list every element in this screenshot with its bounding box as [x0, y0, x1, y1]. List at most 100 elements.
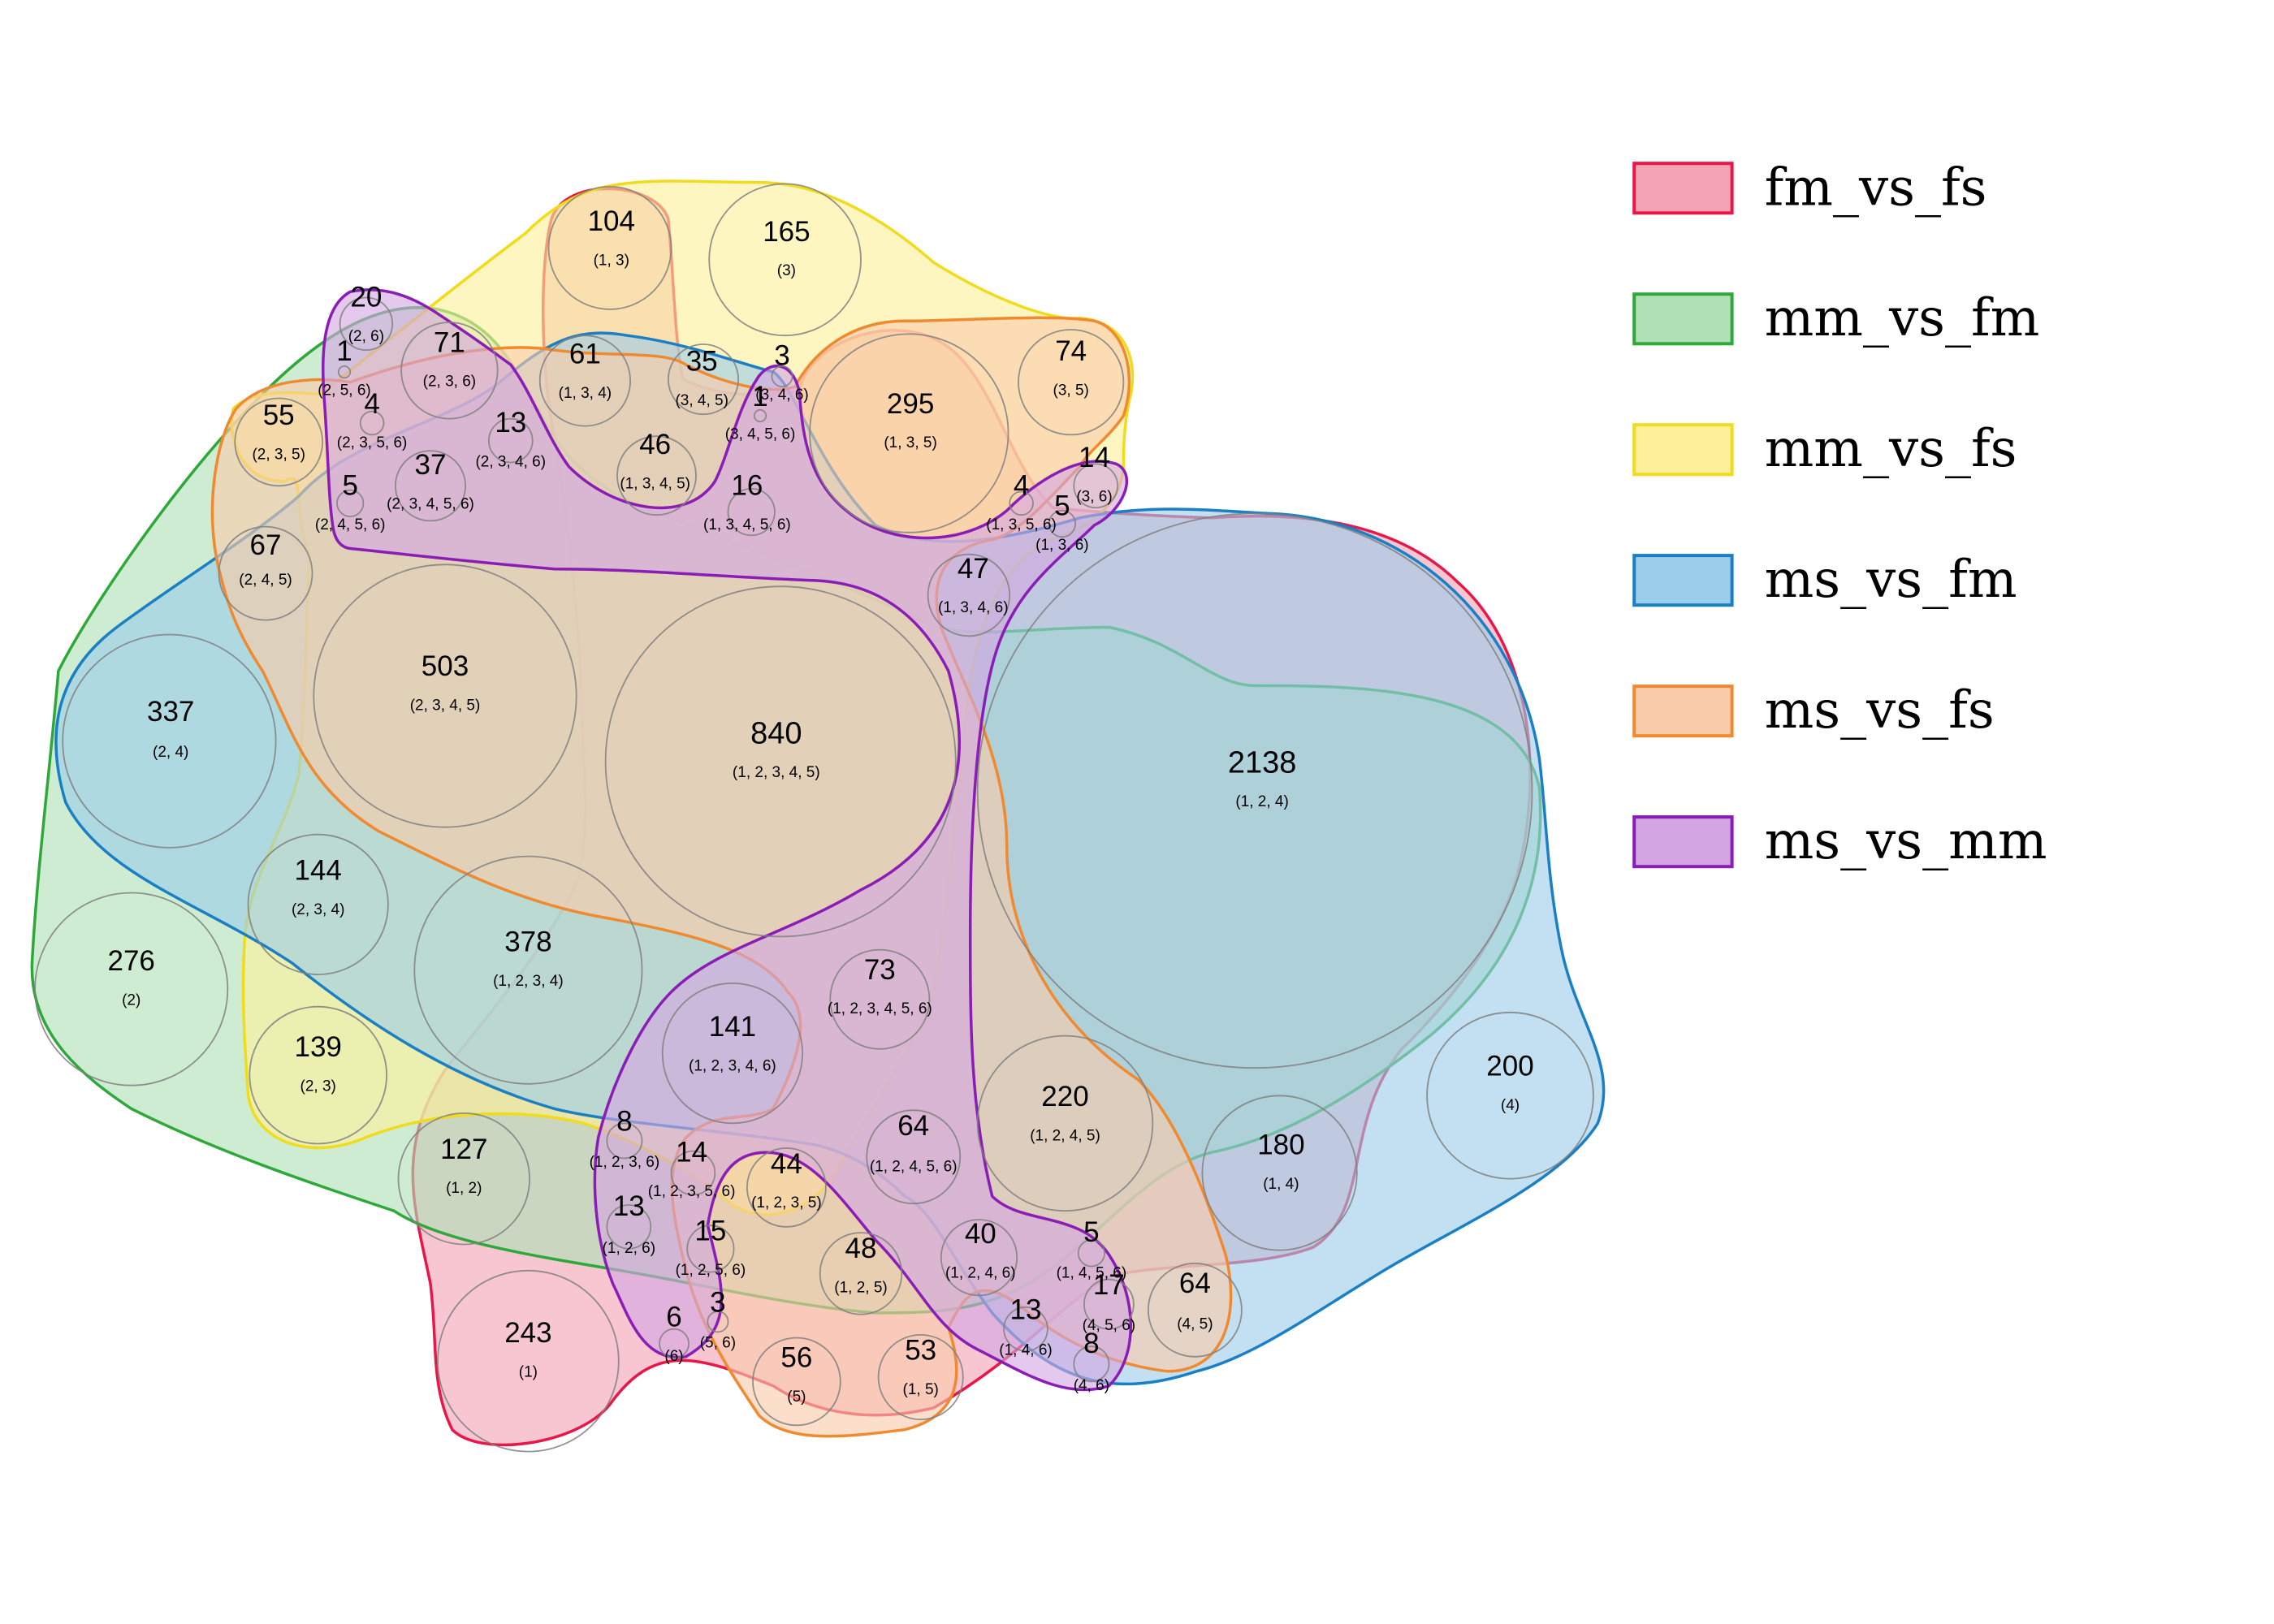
region-set-combo-label: (1, 2, 4, 5, 6)	[870, 1158, 958, 1175]
region-count-label: 56	[780, 1342, 812, 1374]
set-outline-ms-vs-mm	[322, 288, 1133, 1392]
region-set-combo-label: (1, 3, 5)	[884, 434, 936, 451]
region-circle	[668, 343, 740, 416]
region-set-combo-label: (1, 2, 4, 6)	[945, 1264, 1016, 1281]
region-count-label: 14	[676, 1136, 707, 1168]
region-circle	[976, 512, 1533, 1069]
region-set-combo-label: (3, 4, 6)	[755, 387, 808, 404]
legend-swatch-ms-vs-mm	[1632, 815, 1734, 869]
region-circle	[538, 335, 632, 427]
region-circle	[234, 397, 324, 487]
region-set-combo-label: (2)	[122, 992, 141, 1009]
region-count-label: 144	[294, 855, 341, 887]
region-set-combo-label: (2, 3, 6)	[423, 374, 476, 391]
legend-label-fm-vs-fs: fm_vs_fs	[1765, 158, 1987, 218]
region-set-combo-label: (1, 2, 5)	[834, 1279, 887, 1296]
region-set-combo-label: (5)	[787, 1389, 806, 1406]
region-circle	[1073, 463, 1118, 509]
region-set-combo-label: (2, 3, 4)	[292, 901, 344, 918]
region-count-label: 127	[440, 1134, 487, 1165]
region-circle	[659, 1328, 690, 1359]
region-set-combo-label: (1, 2, 3, 4, 6)	[689, 1057, 776, 1074]
region-circle	[708, 183, 862, 337]
region-circle	[940, 1219, 1018, 1297]
region-set-combo-label: (3)	[777, 262, 796, 279]
region-set-combo-label: (1, 2, 3, 4, 5, 6)	[828, 1000, 932, 1017]
region-set-combo-label: (1, 3)	[594, 253, 629, 270]
region-count-label: 53	[905, 1335, 936, 1367]
region-set-combo-label: (3, 6)	[1076, 489, 1112, 506]
region-count-label: 40	[965, 1218, 996, 1250]
region-count-label: 4	[1014, 469, 1029, 501]
region-set-combo-label: (3, 4, 5, 6)	[725, 425, 796, 443]
region-set-combo-label: (2, 3, 4, 5)	[410, 698, 481, 715]
legend-label-mm-vs-fm: mm_vs_fm	[1765, 288, 2040, 348]
region-count-label: 165	[763, 216, 810, 248]
region-set-combo-label: (2, 3, 4, 6)	[475, 454, 546, 471]
region-set-combo-label: (2, 3, 4, 5, 6)	[387, 496, 474, 513]
region-circles	[34, 183, 1594, 1453]
region-circle	[1003, 1306, 1048, 1352]
region-circle	[34, 892, 229, 1086]
region-set-combo-label: (1, 2, 3, 5)	[751, 1194, 822, 1212]
region-count-label: 64	[897, 1110, 929, 1142]
region-circle	[394, 450, 466, 522]
region-count-label: 104	[588, 205, 635, 237]
region-set-combo-label: (1, 2, 3, 4, 5)	[733, 764, 820, 781]
region-count-label: 141	[709, 1011, 756, 1043]
region-set-combo-label: (1, 3, 6)	[1035, 537, 1088, 554]
region-set-combo-label: (1, 2, 4)	[1235, 793, 1288, 810]
region-count-label: 47	[958, 553, 989, 585]
region-circle	[400, 322, 499, 420]
region-circle	[606, 1204, 652, 1250]
region-circle	[746, 1147, 827, 1228]
region-set-combo-label: (1, 2, 3, 4)	[493, 973, 564, 990]
region-set-combo-label: (1, 3, 4, 6)	[938, 599, 1009, 616]
region-set-combo-label: (3, 4, 5)	[675, 392, 728, 409]
region-circle	[1083, 1278, 1135, 1330]
region-count-label: 5	[1054, 490, 1070, 521]
region-circle	[1201, 1095, 1358, 1251]
region-set-combo-label: (2, 3, 5)	[252, 447, 305, 464]
region-set-combo-label: (2, 5, 6)	[318, 382, 370, 400]
region-circle	[247, 833, 389, 976]
region-count-label: 15	[694, 1215, 726, 1246]
region-circle	[339, 296, 394, 351]
region-circle	[336, 489, 365, 517]
region-circle	[809, 333, 1009, 533]
region-circle	[877, 1334, 964, 1421]
region-count-label: 37	[415, 449, 447, 481]
region-set-combo-label: (1, 2, 4, 5)	[1030, 1128, 1100, 1145]
region-count-label: 139	[294, 1031, 341, 1063]
region-count-label: 8	[1083, 1328, 1099, 1359]
region-count-label: 8	[616, 1106, 632, 1138]
region-count-label: 61	[569, 339, 601, 370]
legend-label-ms-vs-fm: ms_vs_fm	[1765, 550, 2017, 610]
region-set-combo-label: (2, 3, 5, 6)	[337, 434, 408, 451]
legend-swatch-ms-vs-fm	[1632, 554, 1734, 607]
region-circle	[727, 487, 776, 537]
region-circle	[1148, 1262, 1243, 1358]
region-count-label: 6	[666, 1301, 681, 1332]
region-set-combo-label: (5, 6)	[700, 1335, 736, 1352]
region-circle	[606, 1122, 643, 1160]
region-set-combo-label: (1, 5)	[903, 1381, 939, 1398]
legend-label-mm-vs-fs: mm_vs_fs	[1765, 419, 2017, 479]
region-count-label: 35	[686, 346, 718, 378]
region-count-label: 295	[887, 388, 934, 420]
region-set-combo-label: (3, 5)	[1053, 382, 1089, 400]
region-circle	[927, 553, 1011, 637]
region-count-label: 3	[710, 1286, 725, 1318]
region-set-combo-label: (4)	[1501, 1097, 1520, 1114]
region-circle	[1048, 509, 1077, 538]
region-circle	[337, 365, 352, 379]
region-count-label: 17	[1093, 1269, 1125, 1301]
region-labels: 2138(1, 2, 4)840(1, 2, 3, 4, 5)503(2, 3,…	[107, 205, 1533, 1406]
region-set-combo-label: (1, 2, 5, 6)	[676, 1262, 746, 1279]
region-circle	[437, 1269, 620, 1453]
region-count-label: 44	[771, 1148, 802, 1180]
region-count-label: 3	[774, 339, 789, 371]
region-circle	[753, 408, 767, 423]
region-set-combo-label: (1, 3, 4)	[559, 385, 612, 402]
